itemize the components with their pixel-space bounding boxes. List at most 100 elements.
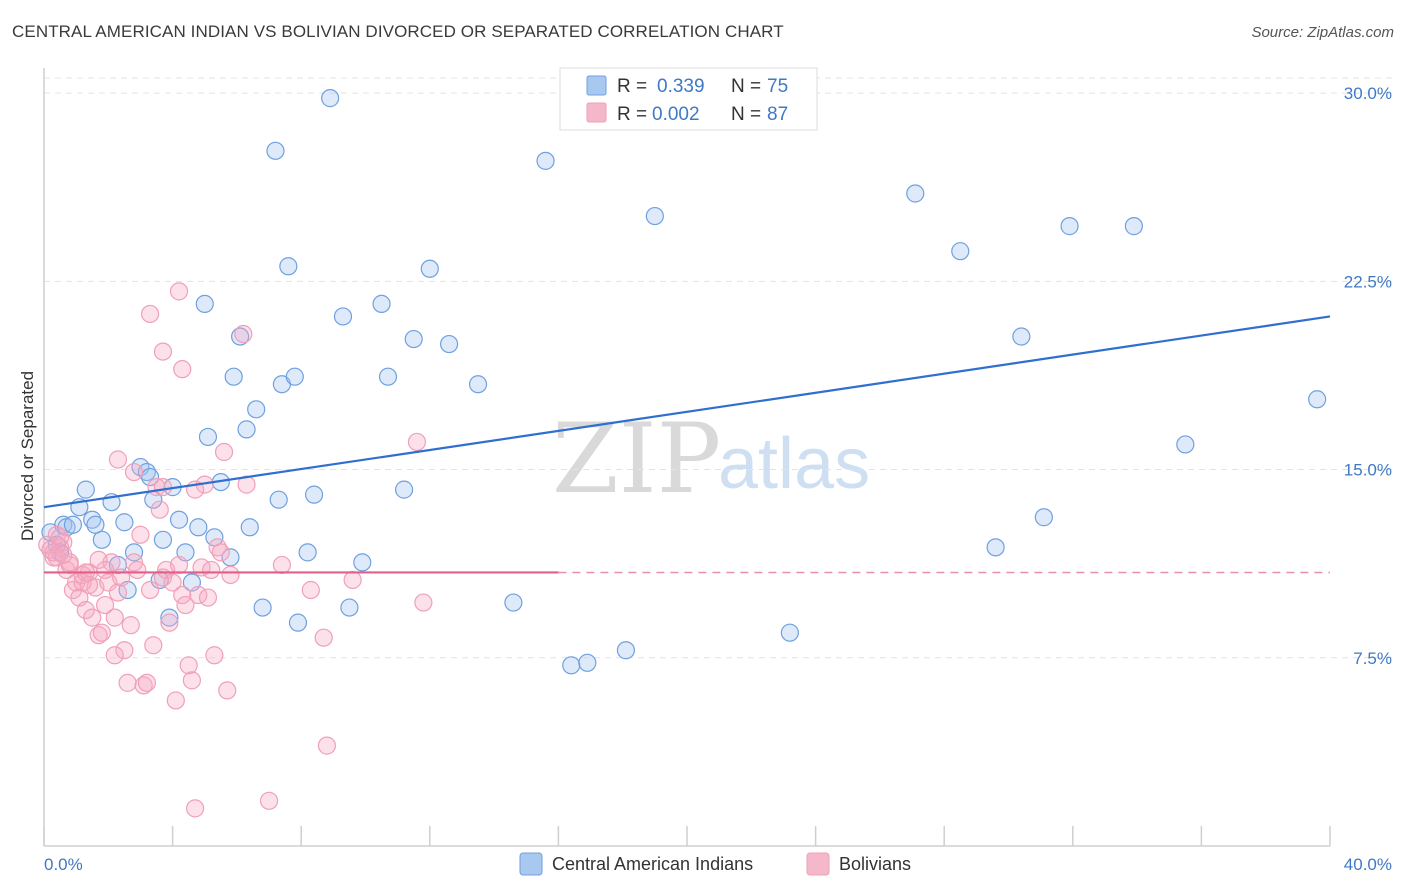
legend-label-bolivians: Bolivians — [839, 854, 911, 874]
point-central-american-indians — [285, 367, 304, 386]
point-central-american-indians — [1012, 327, 1031, 346]
y-tick-label: 15.0% — [1344, 461, 1392, 480]
y-tick-label: 7.5% — [1353, 649, 1392, 668]
legend-n-label: N = — [731, 76, 761, 97]
point-bolivians — [211, 543, 230, 562]
chart-title: CENTRAL AMERICAN INDIAN VS BOLIVIAN DIVO… — [12, 22, 784, 41]
point-bolivians — [314, 628, 333, 647]
series-bolivians-points — [38, 282, 433, 818]
series-legend: Central American Indians Bolivians — [519, 852, 911, 876]
point-central-american-indians — [76, 480, 95, 499]
point-central-american-indians — [1034, 508, 1053, 527]
point-bolivians — [202, 560, 221, 580]
point-bolivians — [182, 671, 201, 690]
point-bolivians — [160, 613, 179, 632]
point-bolivians — [54, 545, 73, 564]
point-bolivians — [89, 550, 108, 569]
point-central-american-indians — [504, 593, 523, 612]
point-bolivians — [221, 565, 240, 585]
point-bolivians — [166, 691, 185, 710]
point-bolivians — [128, 560, 147, 580]
point-bolivians — [317, 736, 337, 755]
point-bolivians — [108, 450, 128, 469]
point-central-american-indians — [189, 518, 208, 537]
point-central-american-indians — [645, 206, 664, 226]
point-bolivians — [173, 360, 192, 379]
x-tick-label-min: 0.0% — [44, 855, 83, 874]
point-central-american-indians — [83, 510, 102, 529]
point-central-american-indians — [986, 538, 1005, 557]
x-ticks — [43, 826, 1331, 846]
point-bolivians — [150, 500, 169, 519]
trend-line-central-american-indians — [43, 315, 1331, 509]
point-central-american-indians — [137, 462, 156, 482]
legend-n-label: N = — [731, 104, 761, 125]
stats-legend: R = 0.339 N = 75 R = 0.002 N = 87 — [559, 67, 818, 131]
point-central-american-indians — [372, 294, 391, 314]
point-central-american-indians — [616, 641, 636, 660]
point-bolivians — [218, 681, 237, 700]
point-central-american-indians — [420, 259, 439, 278]
point-bolivians — [169, 282, 189, 301]
point-central-american-indians — [404, 329, 423, 349]
point-bolivians — [144, 636, 163, 655]
point-bolivians — [179, 656, 198, 675]
point-bolivians — [414, 593, 433, 612]
point-central-american-indians — [63, 515, 83, 534]
watermark-zip: ZIP — [552, 403, 721, 515]
point-central-american-indians — [247, 400, 266, 419]
point-bolivians — [105, 646, 124, 665]
point-central-american-indians — [536, 151, 555, 170]
point-central-american-indians — [198, 427, 218, 447]
point-bolivians — [121, 616, 140, 635]
legend-r-label: R = — [617, 76, 647, 97]
point-bolivians — [118, 673, 137, 692]
point-central-american-indians — [304, 485, 324, 504]
point-central-american-indians — [86, 515, 105, 534]
point-bolivians — [83, 608, 102, 627]
point-central-american-indians — [321, 89, 340, 108]
point-bolivians — [50, 528, 70, 547]
point-bolivians — [95, 560, 115, 580]
point-central-american-indians — [288, 613, 308, 632]
point-bolivians — [186, 799, 205, 818]
point-central-american-indians — [195, 294, 214, 314]
point-bolivians — [208, 538, 227, 557]
point-bolivians — [89, 626, 108, 645]
legend-swatch-pink — [586, 102, 607, 123]
gridlines — [44, 77, 1392, 659]
point-central-american-indians — [780, 623, 799, 642]
point-bolivians — [176, 595, 195, 615]
point-bolivians — [163, 573, 182, 592]
point-central-american-indians — [160, 608, 179, 627]
point-central-american-indians — [224, 367, 243, 386]
point-central-american-indians — [439, 334, 459, 354]
legend-swatch-blue — [586, 75, 607, 96]
point-bolivians — [140, 304, 160, 324]
point-central-american-indians — [562, 656, 581, 675]
point-bolivians — [95, 595, 115, 615]
point-central-american-indians — [231, 327, 250, 346]
legend-label-central-american-indians: Central American Indians — [552, 854, 753, 874]
point-bolivians — [153, 478, 173, 497]
point-bolivians — [234, 324, 253, 344]
watermark-atlas: atlas — [718, 424, 870, 504]
point-bolivians — [169, 555, 189, 575]
point-bolivians — [343, 570, 362, 590]
legend-n-value: 87 — [767, 104, 788, 125]
point-central-american-indians — [353, 553, 372, 572]
point-bolivians — [92, 623, 111, 642]
point-bolivians — [134, 676, 153, 695]
point-central-american-indians — [340, 598, 359, 617]
x-tick-label-max: 40.0% — [1344, 855, 1392, 874]
point-central-american-indians — [906, 184, 925, 203]
legend-r-value: 0.002 — [652, 104, 700, 125]
point-central-american-indians — [378, 367, 398, 386]
point-central-american-indians — [253, 598, 272, 617]
legend-r-value: 0.339 — [657, 76, 705, 97]
y-tick-labels: 7.5% 15.0% 22.5% 30.0% — [1344, 84, 1392, 668]
point-bolivians — [205, 646, 224, 665]
point-central-american-indians — [153, 530, 173, 549]
point-bolivians — [124, 462, 144, 482]
